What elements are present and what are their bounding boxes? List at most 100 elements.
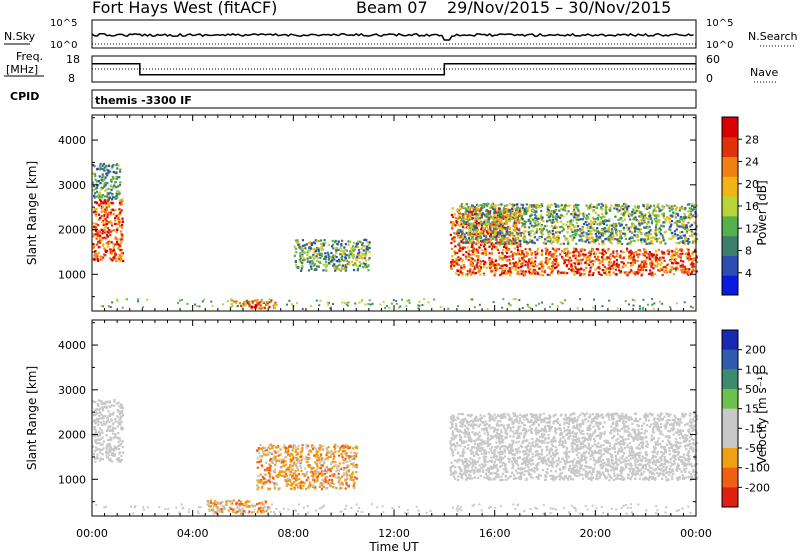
data-cell	[106, 182, 109, 185]
data-cell	[551, 253, 554, 256]
data-cell	[595, 252, 598, 255]
data-cell	[693, 249, 697, 252]
data-cell	[351, 251, 354, 255]
data-cell	[453, 250, 456, 253]
data-cell	[497, 236, 500, 239]
data-cell	[102, 162, 105, 166]
data-cell	[324, 480, 327, 483]
data-cell	[457, 305, 459, 308]
data-cell	[540, 233, 544, 236]
data-cell	[474, 237, 477, 240]
data-cell	[336, 268, 340, 271]
data-cell	[640, 274, 643, 277]
data-cell	[558, 204, 561, 207]
data-cell	[644, 240, 648, 243]
data-cell	[629, 226, 633, 229]
data-cell	[516, 236, 519, 239]
data-cell	[464, 237, 468, 240]
data-cell	[113, 254, 116, 257]
data-cell	[345, 480, 348, 483]
data-cell	[479, 204, 482, 207]
data-cell	[505, 222, 508, 225]
data-cell	[546, 213, 549, 217]
data-cell	[321, 473, 324, 476]
data-cell	[514, 237, 517, 240]
data-cell	[461, 258, 464, 261]
data-cell	[512, 242, 515, 245]
data-cell	[655, 260, 658, 263]
data-cell	[467, 241, 470, 244]
data-cell	[588, 263, 591, 266]
freq-tick-top: 18	[66, 53, 80, 66]
data-cell	[585, 266, 588, 269]
data-cell	[629, 218, 632, 221]
data-cell	[101, 221, 104, 224]
data-cell	[652, 307, 655, 310]
data-cell	[256, 457, 259, 460]
data-cell	[112, 249, 116, 252]
data-cell	[106, 230, 109, 233]
data-cell	[473, 222, 476, 226]
data-cell	[117, 445, 120, 448]
data-cell	[657, 248, 660, 251]
nsearch-label: N.Search	[748, 30, 798, 43]
data-cell	[664, 218, 667, 221]
data-cell	[278, 487, 281, 490]
data-cell	[231, 304, 234, 307]
data-cell	[488, 213, 491, 216]
data-cell	[101, 164, 104, 167]
data-cell	[273, 450, 277, 453]
data-cell	[120, 255, 123, 258]
data-cell	[268, 444, 271, 447]
data-cell	[478, 264, 481, 267]
data-cell	[450, 241, 453, 245]
data-cell	[107, 438, 110, 442]
data-cell	[563, 251, 566, 255]
data-cell	[652, 236, 655, 239]
data-cell	[514, 267, 517, 270]
data-cell	[326, 476, 329, 479]
data-cell	[344, 256, 347, 259]
data-cell	[561, 230, 564, 233]
data-cell	[667, 252, 670, 256]
data-cell	[636, 227, 639, 231]
data-cell	[296, 302, 298, 305]
data-cell	[691, 204, 694, 207]
data-cell	[482, 265, 485, 269]
data-cell	[94, 430, 97, 433]
data-cell	[108, 420, 111, 424]
data-cell	[529, 216, 532, 219]
data-cell	[497, 243, 500, 246]
data-cell	[502, 213, 505, 216]
data-cell	[93, 450, 96, 453]
data-cell	[120, 251, 123, 255]
data-cell	[120, 426, 123, 429]
data-cell	[683, 218, 686, 221]
data-cell	[268, 476, 271, 479]
data-cell	[482, 245, 485, 248]
data-cell	[551, 303, 554, 306]
data-cell	[120, 258, 123, 261]
data-cell	[300, 255, 303, 258]
data-cell	[308, 247, 311, 250]
data-cell	[339, 247, 342, 250]
data-cell	[498, 207, 501, 210]
data-cell	[482, 263, 486, 266]
data-cell	[112, 411, 115, 414]
data-cell	[563, 261, 566, 264]
data-cell	[650, 264, 653, 267]
data-cell	[355, 466, 358, 469]
data-cell	[674, 250, 677, 253]
data-cell	[575, 213, 578, 217]
data-cell	[259, 443, 262, 446]
data-cell	[629, 240, 632, 243]
data-cell	[604, 204, 608, 207]
data-cell	[649, 213, 652, 216]
data-cell	[304, 455, 308, 458]
data-cell	[365, 250, 368, 253]
data-cell	[576, 307, 579, 310]
data-cell	[641, 218, 644, 221]
data-cell	[118, 254, 121, 257]
data-cell	[117, 185, 120, 188]
data-cell	[121, 217, 124, 220]
